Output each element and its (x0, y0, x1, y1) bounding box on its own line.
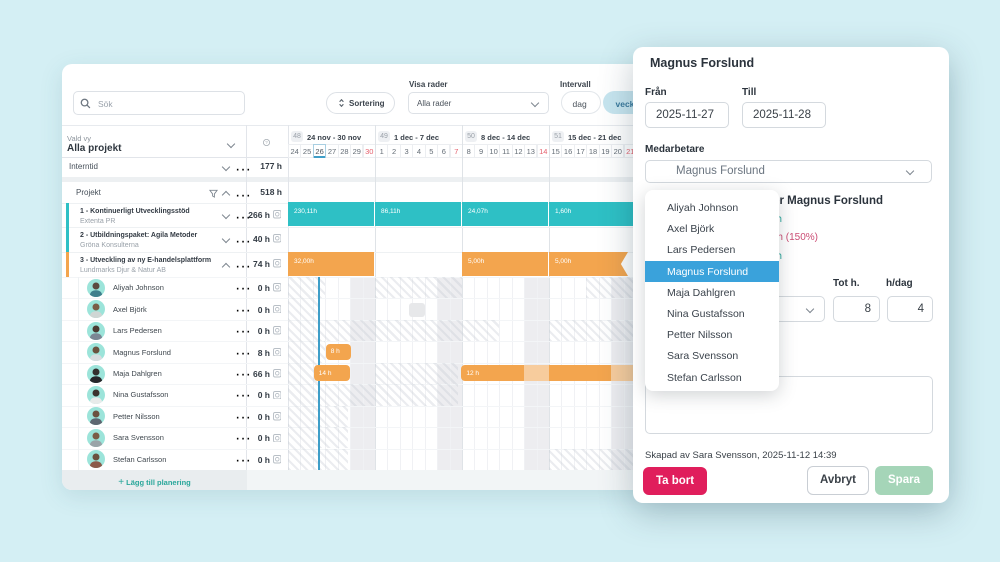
svg-text:?: ? (265, 140, 268, 146)
